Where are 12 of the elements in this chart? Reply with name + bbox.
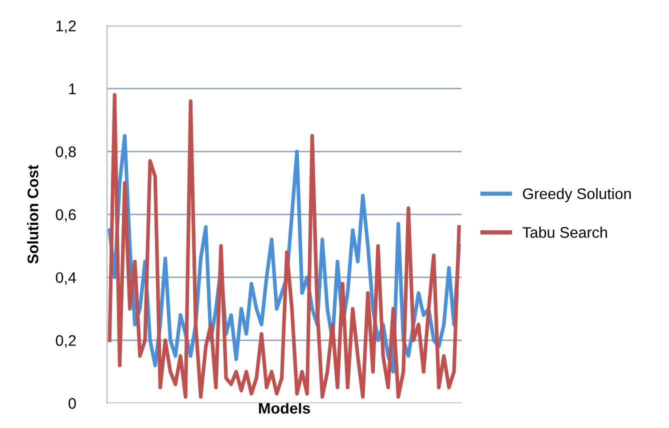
y-axis-title: Solution Cost (27, 164, 38, 264)
y-tick-label: 0,4 (56, 272, 76, 285)
legend-label: Tabu Search (522, 226, 607, 238)
y-tick-label: 0 (68, 398, 76, 409)
line-series (108, 93, 461, 399)
y-tick-label: 1,2 (56, 20, 76, 34)
y-tick-label: 0,2 (56, 335, 76, 348)
y-tick-label: 0,8 (56, 146, 76, 160)
x-axis-title: Models (259, 402, 310, 414)
y-tick-label: 0,6 (56, 209, 76, 222)
legend-label: Greedy Solution (522, 188, 631, 202)
y-tick-label: 1 (69, 84, 76, 94)
